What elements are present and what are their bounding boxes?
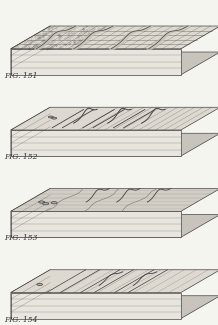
Text: FIG. 154: FIG. 154	[4, 316, 38, 324]
Circle shape	[39, 201, 45, 203]
Circle shape	[51, 202, 57, 204]
Polygon shape	[11, 270, 218, 292]
Polygon shape	[11, 214, 218, 237]
Text: FIG. 151: FIG. 151	[4, 72, 38, 80]
Polygon shape	[11, 52, 218, 75]
Polygon shape	[11, 26, 50, 75]
Polygon shape	[11, 26, 218, 49]
Circle shape	[43, 202, 49, 205]
Polygon shape	[11, 211, 181, 237]
Polygon shape	[11, 188, 50, 237]
Circle shape	[48, 116, 54, 118]
Polygon shape	[11, 270, 50, 318]
Polygon shape	[11, 107, 50, 156]
Polygon shape	[11, 49, 181, 75]
Text: FIG. 153: FIG. 153	[4, 235, 38, 242]
Polygon shape	[11, 188, 218, 211]
Circle shape	[37, 283, 43, 285]
Polygon shape	[11, 296, 218, 318]
Text: FIG. 152: FIG. 152	[4, 153, 38, 161]
Polygon shape	[11, 107, 218, 130]
Polygon shape	[11, 130, 181, 156]
Polygon shape	[11, 292, 181, 318]
Circle shape	[51, 117, 57, 119]
Polygon shape	[11, 133, 218, 156]
